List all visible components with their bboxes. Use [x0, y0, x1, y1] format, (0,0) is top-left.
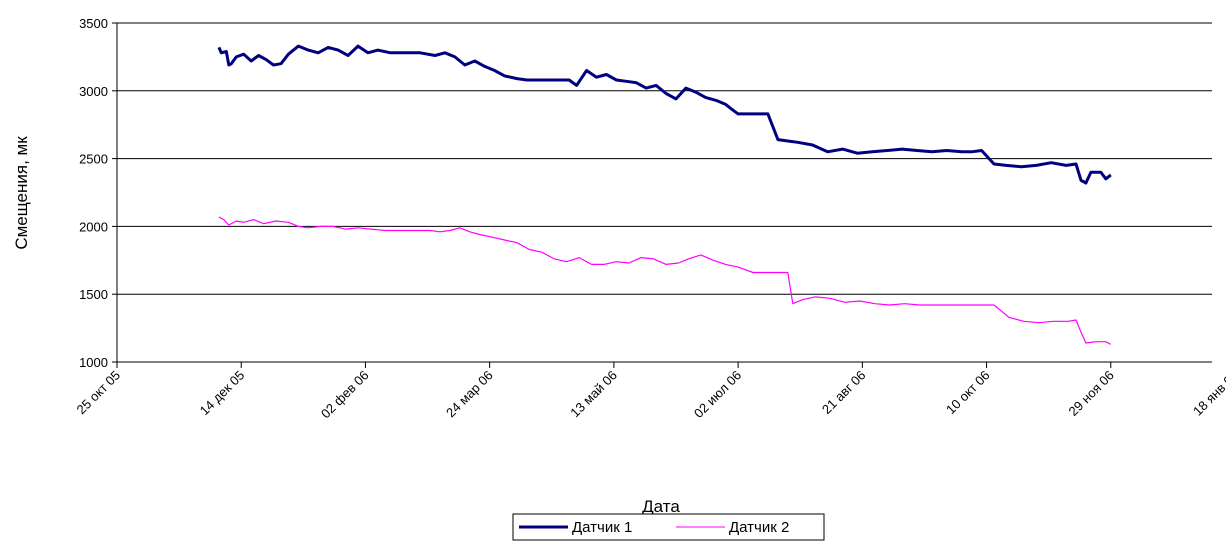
y-tick-label: 1500	[79, 287, 108, 302]
x-tick-label: 10 окт 06	[943, 368, 993, 418]
x-tick-label: 14 дек 05	[197, 368, 248, 419]
series-line-sensor-2	[218, 216, 1112, 345]
series-group	[217, 44, 1112, 345]
y-tick-label: 3000	[79, 84, 108, 99]
series-line-sensor-1	[217, 44, 1112, 185]
x-tick-label: 02 фев 06	[318, 368, 372, 422]
x-tick-label: 21 авг 06	[819, 368, 869, 418]
legend-label-sensor-1: Датчик 1	[572, 519, 632, 536]
x-axis-title: Дата	[642, 497, 680, 516]
x-tick-label: 25 окт 05	[74, 368, 124, 418]
y-tick-label: 2500	[79, 152, 108, 167]
y-axis-title: Смещения, мк	[12, 136, 31, 250]
x-tick-label: 13 май 06	[567, 368, 620, 421]
x-tick-label: 29 ноя 06	[1066, 368, 1117, 419]
x-tick-label: 18 янв 07	[1190, 368, 1226, 419]
y-tick-label: 1000	[79, 355, 108, 370]
legend: Датчик 1 Датчик 2	[512, 513, 825, 541]
legend-label-sensor-2: Датчик 2	[729, 519, 789, 536]
y-axis-ticks: 1000 1500 2000 2500 3000 3500	[79, 16, 117, 370]
x-axis-ticks: 25 окт 05 14 дек 05 02 фев 06 24 мар 06 13 м…	[74, 362, 1226, 421]
y-tick-label: 3500	[79, 16, 108, 31]
y-tick-label: 2000	[79, 219, 108, 234]
x-tick-label: 24 мар 06	[443, 368, 496, 421]
x-tick-label: 02 июл 06	[691, 368, 744, 421]
